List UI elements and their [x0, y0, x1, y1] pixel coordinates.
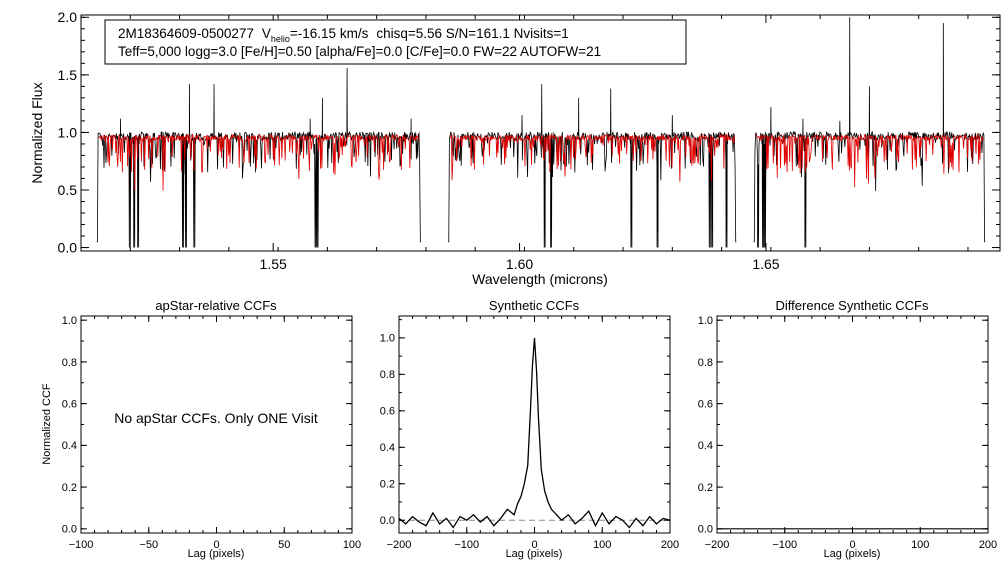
fit-stats: chisq=5.56 S/N=161.1 Nvisits=1: [376, 26, 569, 41]
synthetic-ccf-panel: −200 −100 0 100 200 0.0 0.2 0.4 0.6 0.8 1.0 Synthe…: [380, 298, 679, 560]
apstar-ccf-ytick-label: 0.8: [62, 357, 77, 369]
difference-ccf-ytick-label: 1.0: [698, 315, 713, 327]
apstar-ccf-xtick-label: 50: [278, 539, 290, 551]
apstar-ccf-xtick-label: −50: [139, 539, 158, 551]
difference-ccf-xtick-label: −200: [705, 539, 730, 551]
model-spectrum-line: [755, 133, 984, 188]
difference-ccf-ytick-label: 0.2: [698, 482, 713, 494]
apstar-ccf-xlabel: Lag (pixels): [188, 548, 245, 560]
spectrum-ylabel: Normalized Flux: [29, 82, 45, 183]
spectrum-xtick-label: 1.60: [506, 256, 533, 272]
synthetic-ccf-title: Synthetic CCFs: [489, 298, 580, 313]
synthetic-ccf-ytick-label: 0.0: [380, 515, 395, 527]
model-spectrum-line: [98, 133, 420, 191]
synthetic-ccf-ytick-label: 0.8: [380, 369, 395, 381]
spectrum-panel: 1.55 1.60 1.65 0.0 0.5 1.0 1.5 2.0 2M18364609-0…: [29, 9, 1001, 287]
vhelio-value: =-16.15 km/s: [290, 26, 369, 41]
spectrum-traces: [96, 17, 986, 248]
synthetic-ccf-ytick-label: 0.2: [380, 479, 395, 491]
apstar-ccf-ytick-label: 0.6: [62, 398, 77, 410]
apstar-ccf-ytick-label: 0.2: [62, 482, 77, 494]
difference-ccf-ytick-label: 0.6: [698, 398, 713, 410]
spectrum-ytick-label: 2.0: [58, 9, 78, 25]
synthetic-ccf-line: [398, 337, 671, 529]
vhelio-symbol: V: [262, 26, 271, 41]
spectrum-xtick-label: 1.65: [752, 256, 779, 272]
star-id: 2M18364609-0500277: [118, 26, 254, 41]
spectrum-ytick-label: 1.0: [58, 124, 78, 140]
apstar-ccf-ytick-label: 0.4: [62, 440, 77, 452]
difference-ccf-xtick-label: 100: [911, 539, 929, 551]
synthetic-ccf-xtick-label: 0: [531, 539, 537, 551]
synthetic-ccf-xlabel: Lag (pixels): [506, 548, 563, 560]
apstar-ccf-title: apStar-relative CCFs: [155, 298, 277, 313]
synthetic-ccf-xtick-label: −200: [387, 539, 412, 551]
apstar-ccf-ylabel: Normalized CCF: [41, 383, 53, 465]
synthetic-ccf-xtick-label: 200: [661, 539, 679, 551]
spectrum-ticks: 1.55 1.60 1.65 0.0 0.5 1.0 1.5 2.0: [58, 9, 1000, 272]
info-box: [104, 19, 687, 65]
spectrum-ytick-label: 0.5: [58, 182, 78, 198]
apstar-ccf-xtick-label: 0: [213, 539, 219, 551]
synthetic-ccf-lines: [398, 337, 671, 529]
difference-ccf-xtick-label: 200: [979, 539, 997, 551]
spectrum-frame: [80, 14, 1001, 252]
synthetic-ccf-ytick-label: 0.4: [380, 442, 395, 454]
apstar-ccf-frame: [80, 315, 353, 534]
vhelio-subscript: helio: [271, 34, 290, 44]
difference-ccf-xtick-label: 0: [849, 539, 855, 551]
spectrum-ytick-label: 0.0: [58, 239, 78, 255]
difference-ccf-ytick-label: 0.8: [698, 357, 713, 369]
synthetic-ccf-ytick-label: 1.0: [380, 333, 395, 345]
synthetic-ccf-xtick-label: −100: [454, 539, 479, 551]
difference-ccf-xlabel: Lag (pixels): [824, 548, 881, 560]
no-ccf-message: No apStar CCFs. Only ONE Visit: [114, 410, 318, 426]
apstar-ccf-panel: −100 −50 0 50 100 0.0 0.2 0.4 0.6 0.8 1.0 apStar-r…: [41, 298, 361, 560]
info-line-1: 2M18364609-0500277 Vhelio=-16.15 km/s chis…: [118, 26, 569, 44]
apstar-ccf-ytick-label: 1.0: [62, 315, 77, 327]
difference-ccf-ytick-label: 0.0: [698, 524, 713, 536]
difference-ccf-xtick-label: −100: [772, 539, 797, 551]
apstar-ccf-ytick-label: 0.0: [62, 524, 77, 536]
synthetic-ccf-ytick-label: 0.6: [380, 406, 395, 418]
spectrum-xlabel: Wavelength (microns): [472, 271, 608, 287]
spectrum-xtick-label: 1.55: [260, 256, 287, 272]
synthetic-ccf-ticks: −200 −100 0 100 200 0.0 0.2 0.4 0.6 0.8 1.0: [380, 316, 679, 551]
difference-ccf-panel: −200 −100 0 100 200 0.0 0.2 0.4 0.6 0.8 1.0 Differ…: [698, 298, 997, 560]
spectrum-ytick-label: 1.5: [58, 67, 78, 83]
difference-ccf-ticks: −200 −100 0 100 200 0.0 0.2 0.4 0.6 0.8 1.0: [698, 315, 997, 551]
synthetic-ccf-xtick-label: 100: [593, 539, 611, 551]
synthetic-ccf-frame: [398, 315, 671, 534]
difference-ccf-ytick-label: 0.4: [698, 440, 713, 452]
difference-ccf-title: Difference Synthetic CCFs: [776, 298, 929, 313]
difference-ccf-frame: [716, 315, 989, 534]
model-spectrum-line: [449, 133, 735, 182]
apstar-ccf-xtick-label: −100: [69, 539, 94, 551]
apstar-ccf-xtick-label: 100: [343, 539, 361, 551]
info-line-2: Teff=5,000 logg=3.0 [Fe/H]=0.50 [alpha/F…: [118, 44, 601, 59]
